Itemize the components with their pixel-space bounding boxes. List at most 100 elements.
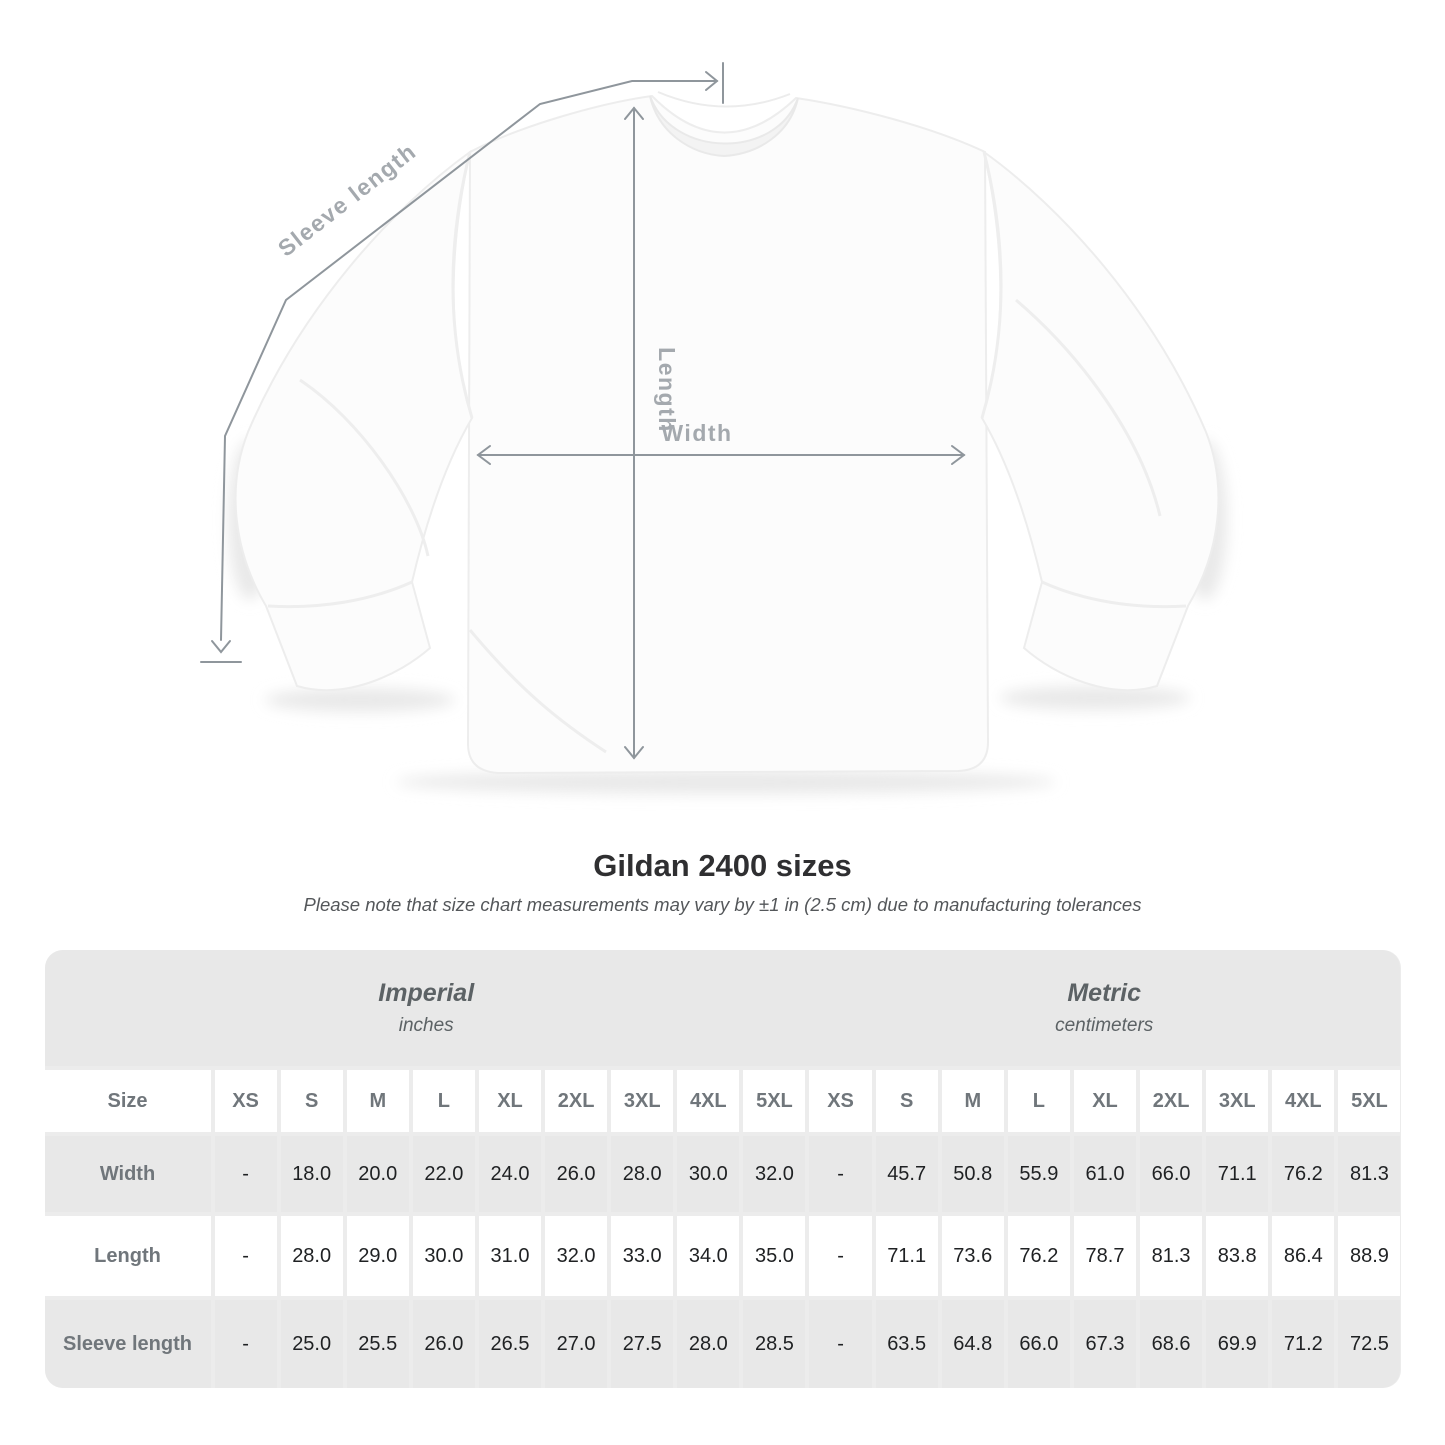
sleeve-metric-s: 63.5 bbox=[875, 1300, 938, 1388]
length-imperial-2xl: 32.0 bbox=[545, 1216, 608, 1296]
size-header-imperial-m: M bbox=[346, 1070, 409, 1132]
width-metric-xl: 61.0 bbox=[1073, 1136, 1137, 1212]
size-header-imperial-l: L bbox=[412, 1070, 475, 1132]
metric-group-header: Metric centimeters bbox=[808, 950, 1401, 1066]
width-metric-3xl: 71.1 bbox=[1206, 1136, 1269, 1212]
width-imperial-4xl: 30.0 bbox=[677, 1136, 740, 1212]
row-label-length: Length bbox=[44, 1216, 211, 1296]
shirt-back-collar-line bbox=[657, 91, 791, 108]
width-metric-s: 45.7 bbox=[875, 1136, 938, 1212]
length-imperial-3xl: 33.0 bbox=[611, 1216, 674, 1296]
metric-label: Metric bbox=[1067, 979, 1141, 1007]
sleeve-metric-xs: - bbox=[809, 1300, 872, 1388]
size-header-metric-xs: XS bbox=[809, 1070, 872, 1132]
size-header-metric-2xl: 2XL bbox=[1140, 1070, 1203, 1132]
sleeve-metric-l: 66.0 bbox=[1007, 1300, 1070, 1388]
width-imperial-m: 20.0 bbox=[346, 1136, 409, 1212]
sleeve-imperial-5xl: 28.5 bbox=[743, 1300, 806, 1388]
shirt-right-sleeve bbox=[980, 149, 1220, 692]
width-metric-m: 50.8 bbox=[941, 1136, 1004, 1212]
row-label-sleeve-length: Sleeve length bbox=[44, 1300, 211, 1388]
sleeve-metric-3xl: 69.9 bbox=[1206, 1300, 1269, 1388]
size-header-metric-4xl: 4XL bbox=[1272, 1070, 1335, 1132]
page-title: Gildan 2400 sizes bbox=[593, 848, 852, 883]
sleeve-length-line bbox=[220, 80, 718, 641]
size-header-imperial-xs: XS bbox=[214, 1070, 277, 1132]
imperial-unit-label: inches bbox=[398, 1015, 454, 1036]
shirt-body bbox=[466, 94, 990, 775]
measurement-lines bbox=[200, 62, 966, 760]
width-metric-5xl: 81.3 bbox=[1338, 1136, 1401, 1212]
sleeve-metric-5xl: 72.5 bbox=[1338, 1300, 1401, 1388]
length-up-arrowhead bbox=[624, 106, 644, 120]
length-imperial-xl: 31.0 bbox=[478, 1216, 542, 1296]
unit-group-header: Imperial inches Metric centimeters bbox=[44, 950, 1401, 1066]
width-imperial-l: 22.0 bbox=[412, 1136, 475, 1212]
width-label: Width bbox=[661, 420, 732, 446]
length-imperial-xs: - bbox=[214, 1216, 277, 1296]
length-metric-s: 71.1 bbox=[875, 1216, 938, 1296]
shirt-diagram: Sleeve length Length Width bbox=[200, 62, 1227, 794]
sleeve-imperial-3xl: 27.5 bbox=[611, 1300, 674, 1388]
length-metric-xl: 78.7 bbox=[1073, 1216, 1137, 1296]
length-metric-xs: - bbox=[809, 1216, 872, 1296]
sleeve-imperial-2xl: 27.0 bbox=[545, 1300, 608, 1388]
sleeve-metric-xl: 67.3 bbox=[1073, 1300, 1137, 1388]
width-imperial-5xl: 32.0 bbox=[743, 1136, 806, 1212]
sleeve-metric-4xl: 71.2 bbox=[1272, 1300, 1335, 1388]
size-header-metric-xl: XL bbox=[1073, 1070, 1137, 1132]
length-metric-m: 73.6 bbox=[941, 1216, 1004, 1296]
width-right-arrowhead bbox=[951, 445, 966, 465]
sleeve-right-arrowhead bbox=[705, 71, 719, 91]
size-header-metric-5xl: 5XL bbox=[1338, 1070, 1401, 1132]
sleeve-metric-2xl: 68.6 bbox=[1140, 1300, 1203, 1388]
shirt-left-sleeve bbox=[234, 149, 474, 692]
imperial-group-header: Imperial inches bbox=[45, 950, 808, 1066]
metric-unit-label: centimeters bbox=[1055, 1015, 1154, 1036]
shirt-collar bbox=[649, 95, 799, 158]
row-label-width: Width bbox=[44, 1136, 211, 1212]
imperial-label: Imperial bbox=[378, 979, 475, 1007]
tolerance-note: Please note that size chart measurements… bbox=[303, 894, 1142, 915]
size-header-imperial-xl: XL bbox=[478, 1070, 542, 1132]
length-down-arrowhead bbox=[624, 746, 644, 760]
width-metric-2xl: 66.0 bbox=[1140, 1136, 1203, 1212]
length-label: Length bbox=[654, 347, 680, 433]
length-metric-l: 76.2 bbox=[1007, 1216, 1070, 1296]
size-table: Imperial inches Metric centimeters Size … bbox=[44, 950, 1401, 1388]
size-header-metric-s: S bbox=[875, 1070, 938, 1132]
width-left-arrowhead bbox=[476, 445, 491, 465]
width-imperial-xl: 24.0 bbox=[478, 1136, 542, 1212]
length-metric-4xl: 86.4 bbox=[1272, 1216, 1335, 1296]
shirt-seams bbox=[267, 151, 1187, 754]
length-metric-3xl: 83.8 bbox=[1206, 1216, 1269, 1296]
size-header-imperial-s: S bbox=[280, 1070, 343, 1132]
length-imperial-l: 30.0 bbox=[412, 1216, 475, 1296]
size-header-metric-3xl: 3XL bbox=[1206, 1070, 1269, 1132]
size-header-imperial-2xl: 2XL bbox=[545, 1070, 608, 1132]
sleeve-down-arrowhead bbox=[211, 640, 231, 654]
length-metric-2xl: 81.3 bbox=[1140, 1216, 1203, 1296]
width-imperial-xs: - bbox=[214, 1136, 277, 1212]
size-header-imperial-4xl: 4XL bbox=[677, 1070, 740, 1132]
length-imperial-m: 29.0 bbox=[346, 1216, 409, 1296]
long-sleeve-shirt-illustration: Sleeve length Length Width bbox=[200, 62, 1227, 794]
width-imperial-2xl: 26.0 bbox=[545, 1136, 608, 1212]
length-metric-5xl: 88.9 bbox=[1338, 1216, 1401, 1296]
sleeve-imperial-l: 26.0 bbox=[412, 1300, 475, 1388]
length-imperial-5xl: 35.0 bbox=[743, 1216, 806, 1296]
width-imperial-3xl: 28.0 bbox=[611, 1136, 674, 1212]
sleeve-imperial-xl: 26.5 bbox=[478, 1300, 542, 1388]
size-column-header: Size bbox=[44, 1070, 211, 1132]
length-imperial-s: 28.0 bbox=[280, 1216, 343, 1296]
length-imperial-4xl: 34.0 bbox=[677, 1216, 740, 1296]
size-header-imperial-3xl: 3XL bbox=[611, 1070, 674, 1132]
sleeve-imperial-xs: - bbox=[214, 1300, 277, 1388]
sleeve-imperial-m: 25.5 bbox=[346, 1300, 409, 1388]
width-metric-4xl: 76.2 bbox=[1272, 1136, 1335, 1212]
size-header-metric-m: M bbox=[941, 1070, 1004, 1132]
sleeve-imperial-4xl: 28.0 bbox=[677, 1300, 740, 1388]
size-header-metric-l: L bbox=[1007, 1070, 1070, 1132]
sleeve-metric-m: 64.8 bbox=[941, 1300, 1004, 1388]
